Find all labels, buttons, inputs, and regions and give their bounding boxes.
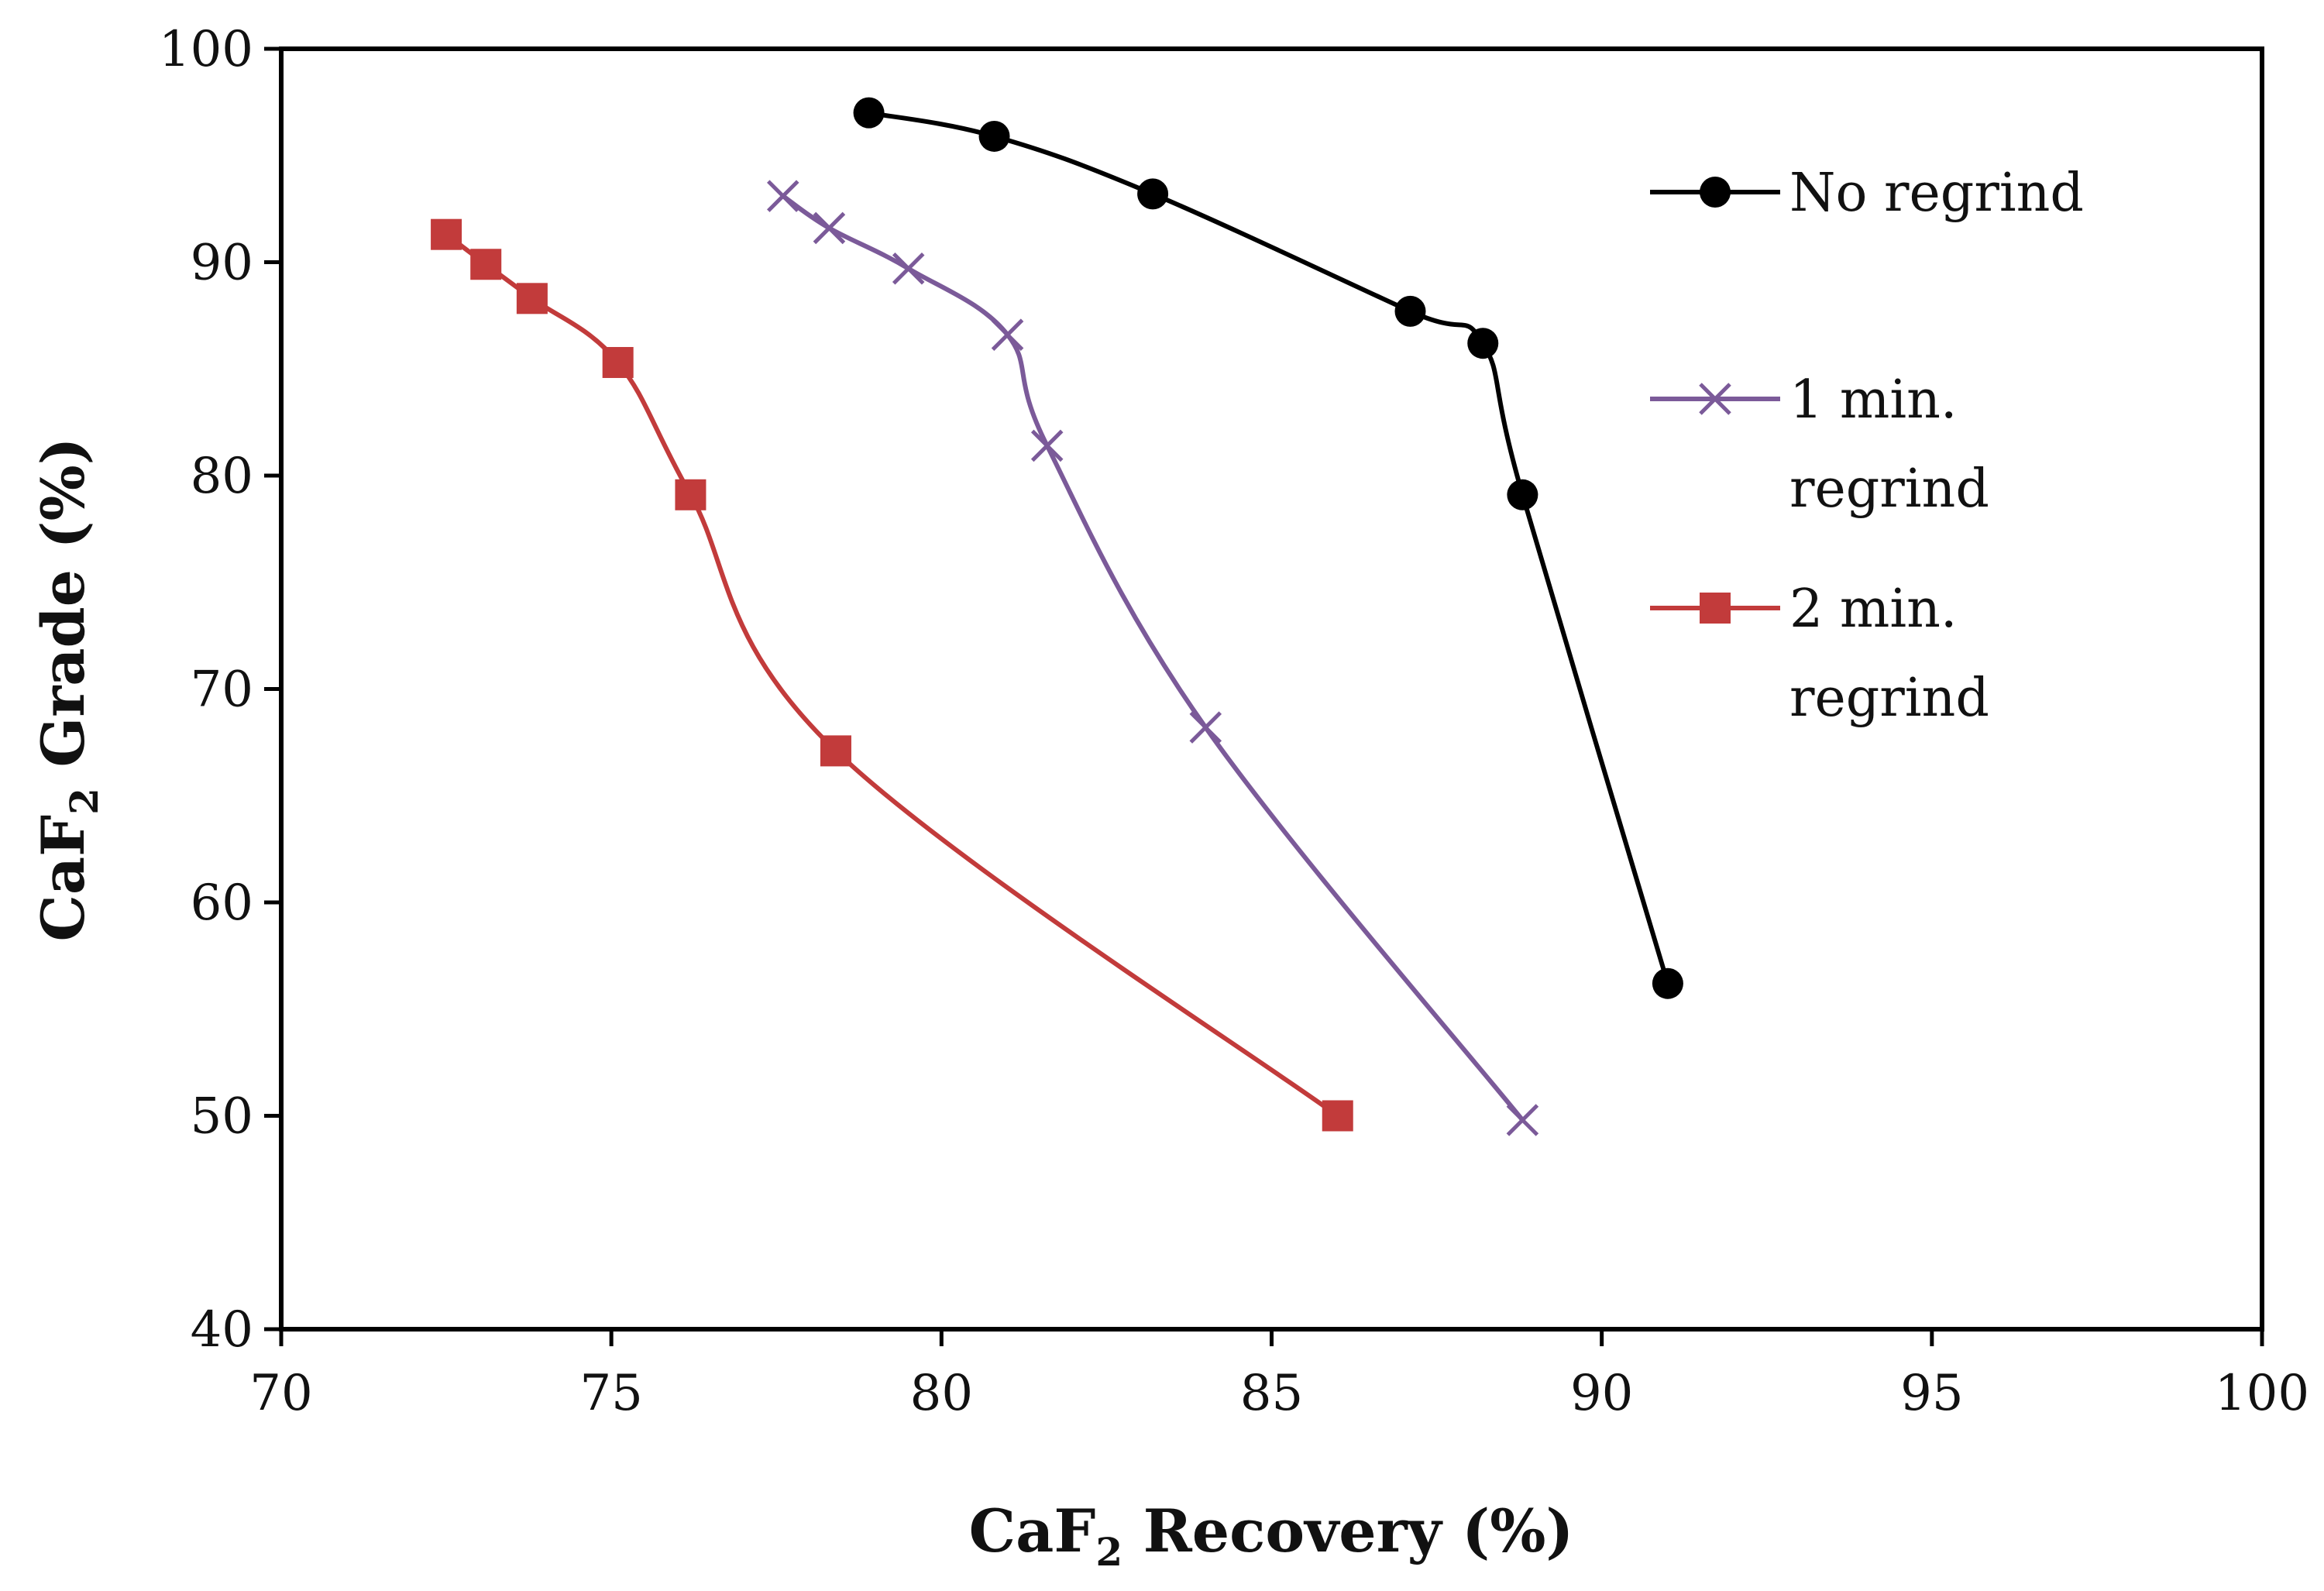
data-point (1137, 178, 1169, 210)
data-point (892, 252, 925, 285)
data-point (813, 211, 846, 245)
axis-ticks: 70 75 80 85 90 95 100 40 50 60 70 80 90 100 (159, 21, 2309, 1422)
data-point (1506, 1104, 1539, 1136)
legend-marker (1700, 593, 1731, 624)
legend-item: 2 min. regrind (1650, 579, 1989, 729)
y-tick-label: 70 (191, 661, 253, 719)
legend-label: regrind (1789, 668, 1989, 729)
legend-label: regrind (1789, 459, 1989, 520)
y-tick-label: 80 (191, 448, 253, 505)
data-point-stroke (892, 252, 925, 285)
legend-label: 1 min. (1789, 369, 1958, 431)
y-axis-title: CaF2 Grade (%) (29, 437, 107, 941)
data-point (1652, 967, 1683, 999)
x-tick-label: 85 (1240, 1365, 1303, 1422)
y-tick-label: 50 (191, 1088, 253, 1146)
series-line (868, 110, 1670, 984)
data-point (767, 180, 799, 212)
legend-item: No regrind (1650, 163, 2084, 224)
data-point (1189, 711, 1222, 744)
x-tick-label: 90 (1570, 1365, 1633, 1422)
x-tick-label: 95 (1900, 1365, 1963, 1422)
y-tick-label: 90 (191, 235, 253, 292)
data-point (1507, 479, 1538, 510)
series-line (782, 194, 1525, 1122)
legend-label: 2 min. (1789, 579, 1958, 640)
series-line (445, 232, 1339, 1118)
x-axis-title-rest: Recovery (%) (1122, 1497, 1573, 1565)
data-point (431, 218, 462, 250)
data-point (1467, 328, 1499, 359)
x-axis-title: CaF2 Recovery (%) (969, 1497, 1574, 1575)
data-point (1322, 1100, 1353, 1132)
data-point-stroke (767, 180, 799, 212)
x-axis-title-subscript: 2 (1095, 1529, 1122, 1575)
legend-label: No regrind (1789, 163, 2084, 224)
y-tick-label: 60 (191, 875, 253, 932)
series-1 (767, 180, 1539, 1136)
data-point-stroke (1189, 711, 1222, 744)
data-point (602, 346, 634, 378)
data-point (820, 735, 851, 767)
data-point (1394, 295, 1426, 327)
x-tick-label: 80 (910, 1365, 973, 1422)
x-tick-label: 70 (249, 1365, 312, 1422)
data-point (991, 318, 1024, 351)
data-point (1030, 429, 1064, 462)
legend-marker (1699, 383, 1731, 415)
data-point-stroke (813, 211, 846, 245)
data-point-stroke (991, 318, 1024, 351)
legend-marker-stroke (1699, 383, 1731, 415)
data-point (470, 249, 502, 280)
x-tick-label: 100 (2215, 1365, 2309, 1422)
data-point (853, 97, 885, 129)
legend: No regrind 1 min. regrind 2 min. regrind (1650, 163, 2084, 729)
series-0 (853, 97, 1683, 999)
y-axis-title-subscript: 2 (61, 788, 107, 815)
y-axis-title-rest: Grade (%) (29, 437, 98, 788)
legend-marker (1700, 177, 1731, 208)
data-point (978, 120, 1010, 152)
y-tick-label: 40 (191, 1301, 253, 1359)
legend-item: 1 min. regrind (1650, 369, 1989, 520)
data-point (675, 479, 706, 510)
y-axis-title-main: CaF (29, 815, 98, 942)
data-point (516, 283, 548, 314)
data-point-stroke (1030, 429, 1064, 462)
x-tick-label: 75 (579, 1365, 642, 1422)
y-tick-label: 100 (159, 21, 253, 78)
x-axis-title-main: CaF (969, 1497, 1096, 1565)
series-layer (431, 97, 1683, 1136)
data-point-stroke (1506, 1104, 1539, 1136)
series-2 (431, 218, 1353, 1132)
